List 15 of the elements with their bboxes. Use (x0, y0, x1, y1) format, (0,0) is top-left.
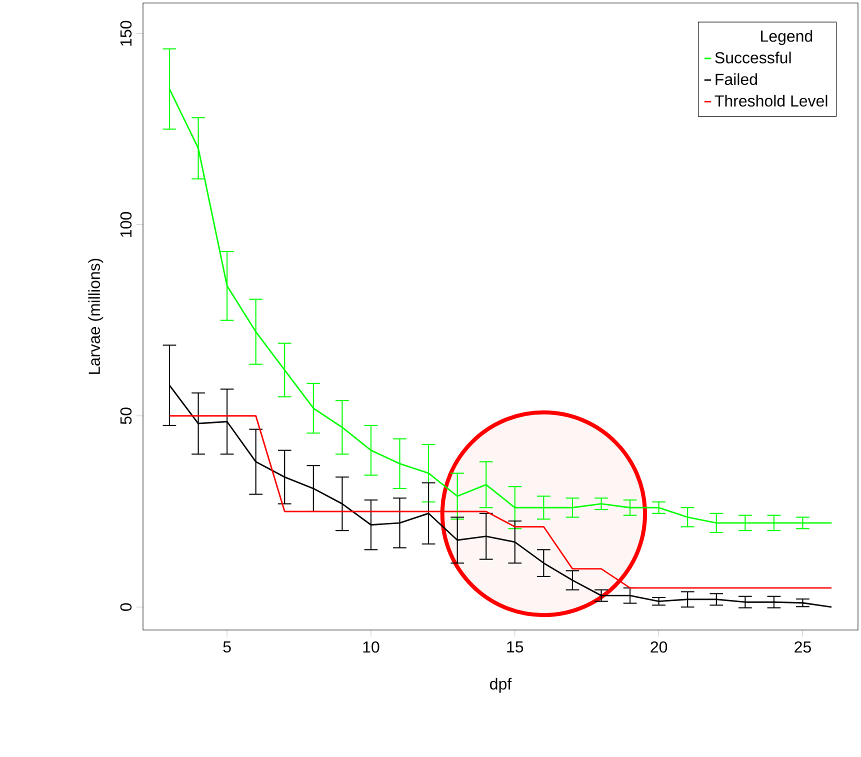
y-tick-label: 150 (120, 20, 132, 46)
y-axis-title: Larvae (millions) (88, 258, 104, 374)
legend-label: Threshold Level (714, 94, 828, 107)
y-tick-label: 0 (120, 603, 132, 611)
y-tick-label: 50 (120, 408, 132, 424)
legend-label: Successful (715, 52, 791, 64)
legend-label: Failed (716, 73, 757, 85)
x-tick-label: 25 (794, 641, 811, 653)
x-axis-title: dpf (490, 678, 512, 693)
x-tick-label: 5 (223, 641, 231, 653)
legend-title: Legend (761, 30, 812, 45)
y-tick-label: 100 (120, 212, 132, 237)
x-tick-label: 15 (507, 641, 524, 653)
x-tick-label: 10 (363, 641, 380, 653)
x-tick-label: 20 (650, 641, 668, 653)
